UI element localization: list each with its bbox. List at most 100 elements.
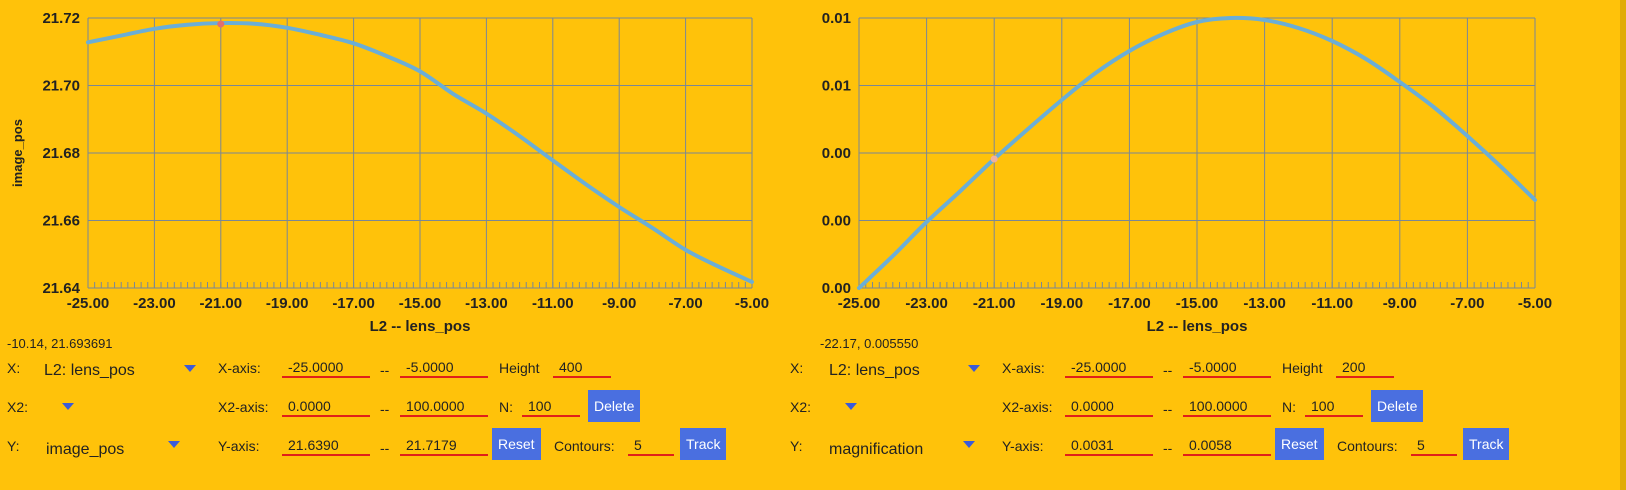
y-tick-label: 0.00 xyxy=(822,145,851,162)
y-tick-label: 0.00 xyxy=(822,213,851,230)
y-tick-label: 21.72 xyxy=(42,10,80,27)
x-tick-label: -17.00 xyxy=(332,295,375,312)
x-tick-label: -11.00 xyxy=(1311,295,1353,312)
scrollbar[interactable] xyxy=(1620,0,1626,490)
left-plot-panel: -25.00 -23.00 -21.00 -19.00 -17.00 -15.00 -13.… xyxy=(0,0,813,460)
height-input[interactable] xyxy=(1336,358,1394,378)
contours-label: Contours: xyxy=(1337,438,1398,454)
right-plot-panel: -25.00 -23.00 -21.00 -19.00 -17.00 -15.00 -13.… xyxy=(790,0,1626,490)
delete-button[interactable]: Delete xyxy=(1371,390,1424,422)
xaxis-max-input[interactable] xyxy=(400,358,488,378)
track-button[interactable]: Track xyxy=(1463,428,1510,460)
chevron-down-icon[interactable] xyxy=(968,365,980,372)
x-tick-label: -23.00 xyxy=(905,295,948,312)
x-tick-label: -5.00 xyxy=(735,295,769,312)
chevron-down-icon[interactable] xyxy=(62,403,74,410)
x-tick-label: -7.00 xyxy=(1450,295,1484,312)
height-input[interactable] xyxy=(553,358,611,378)
y-label: Y: xyxy=(7,438,20,454)
coord-readout: -10.14, 21.693691 xyxy=(7,336,113,351)
delete-button[interactable]: Delete xyxy=(588,390,641,422)
xaxis-label: X-axis: xyxy=(1002,360,1045,376)
x2axis-min-input[interactable] xyxy=(1065,397,1153,417)
series-line xyxy=(86,20,754,284)
x-axis-title: L2 -- lens_pos xyxy=(370,318,471,335)
x-tick-label: -21.00 xyxy=(200,295,243,312)
x2-label: X2: xyxy=(790,399,812,415)
xaxis-max-input[interactable] xyxy=(1183,358,1271,378)
y-select[interactable]: image_pos xyxy=(46,441,125,458)
height-label: Height xyxy=(1282,360,1323,376)
chevron-down-icon[interactable] xyxy=(168,441,180,448)
x-tick-label: -21.00 xyxy=(973,295,1016,312)
x-select[interactable]: L2: lens_pos xyxy=(44,362,135,379)
x2axis-max-input[interactable] xyxy=(1183,397,1271,417)
y-axis-title: image_pos xyxy=(10,119,25,187)
x-tick-label: -9.00 xyxy=(602,295,636,312)
series-line xyxy=(857,15,1537,290)
yaxis-label: Y-axis: xyxy=(218,438,260,454)
track-marker xyxy=(217,20,225,28)
range-separator: -- xyxy=(380,362,390,378)
left-chart[interactable]: -25.00 -23.00 -21.00 -19.00 -17.00 -15.00 -13.… xyxy=(0,0,813,345)
x-label: X: xyxy=(790,360,804,376)
yaxis-max-input[interactable] xyxy=(1183,436,1271,456)
y-tick-label: 0.01 xyxy=(822,78,851,95)
x-tick-label: -5.00 xyxy=(1518,295,1552,312)
x-tick-label: -23.00 xyxy=(133,295,176,312)
chevron-down-icon[interactable] xyxy=(184,365,196,372)
y-tick-label: 21.66 xyxy=(42,213,80,230)
xaxis-min-input[interactable] xyxy=(282,358,370,378)
range-separator: -- xyxy=(380,440,390,456)
right-chart[interactable]: -25.00 -23.00 -21.00 -19.00 -17.00 -15.00 -13.… xyxy=(813,0,1626,345)
x-axis-title: L2 -- lens_pos xyxy=(1147,318,1248,335)
x-label: X: xyxy=(7,360,21,376)
y-select[interactable]: magnification xyxy=(829,441,924,458)
x-tick-label: -17.00 xyxy=(1108,295,1151,312)
range-separator: -- xyxy=(1163,362,1173,378)
x-tick-label: -13.00 xyxy=(1243,295,1286,312)
range-separator: -- xyxy=(1163,401,1173,417)
n-label: N: xyxy=(1282,399,1296,415)
x2axis-label: X2-axis: xyxy=(1002,399,1053,415)
y-tick-label: 21.68 xyxy=(42,145,80,162)
x-tick-label: -19.00 xyxy=(266,295,309,312)
contours-label: Contours: xyxy=(554,438,615,454)
n-input[interactable] xyxy=(522,397,580,417)
reset-button[interactable]: Reset xyxy=(1275,428,1324,460)
range-separator: -- xyxy=(1163,440,1173,456)
x-tick-label: -19.00 xyxy=(1041,295,1084,312)
n-label: N: xyxy=(499,399,513,415)
x-tick-label: -25.00 xyxy=(838,295,881,312)
xaxis-label: X-axis: xyxy=(218,360,261,376)
x-tick-label: -7.00 xyxy=(668,295,702,312)
xaxis-min-input[interactable] xyxy=(1065,358,1153,378)
y-tick-label: 0.00 xyxy=(822,280,851,297)
x-tick-label: -13.00 xyxy=(465,295,508,312)
x-tick-label: -15.00 xyxy=(399,295,442,312)
chevron-down-icon[interactable] xyxy=(845,403,857,410)
yaxis-min-input[interactable] xyxy=(282,436,370,456)
yaxis-min-input[interactable] xyxy=(1065,436,1153,456)
n-input[interactable] xyxy=(1305,397,1363,417)
yaxis-max-input[interactable] xyxy=(400,436,488,456)
contours-input[interactable] xyxy=(628,436,674,456)
x2axis-min-input[interactable] xyxy=(282,397,370,417)
x-tick-label: -11.00 xyxy=(532,295,574,312)
yaxis-label: Y-axis: xyxy=(1002,438,1044,454)
x2axis-label: X2-axis: xyxy=(218,399,269,415)
x-tick-label: -25.00 xyxy=(67,295,110,312)
chevron-down-icon[interactable] xyxy=(963,441,975,448)
y-label: Y: xyxy=(790,438,803,454)
track-button[interactable]: Track xyxy=(680,428,727,460)
reset-button[interactable]: Reset xyxy=(492,428,541,460)
range-separator: -- xyxy=(380,401,390,417)
x-tick-label: -9.00 xyxy=(1383,295,1417,312)
contours-input[interactable] xyxy=(1411,436,1457,456)
y-tick-label: 0.01 xyxy=(822,10,851,27)
y-tick-label: 21.70 xyxy=(42,78,80,95)
height-label: Height xyxy=(499,360,540,376)
x-tick-label: -15.00 xyxy=(1176,295,1219,312)
x2axis-max-input[interactable] xyxy=(400,397,488,417)
x-select[interactable]: L2: lens_pos xyxy=(829,362,920,379)
